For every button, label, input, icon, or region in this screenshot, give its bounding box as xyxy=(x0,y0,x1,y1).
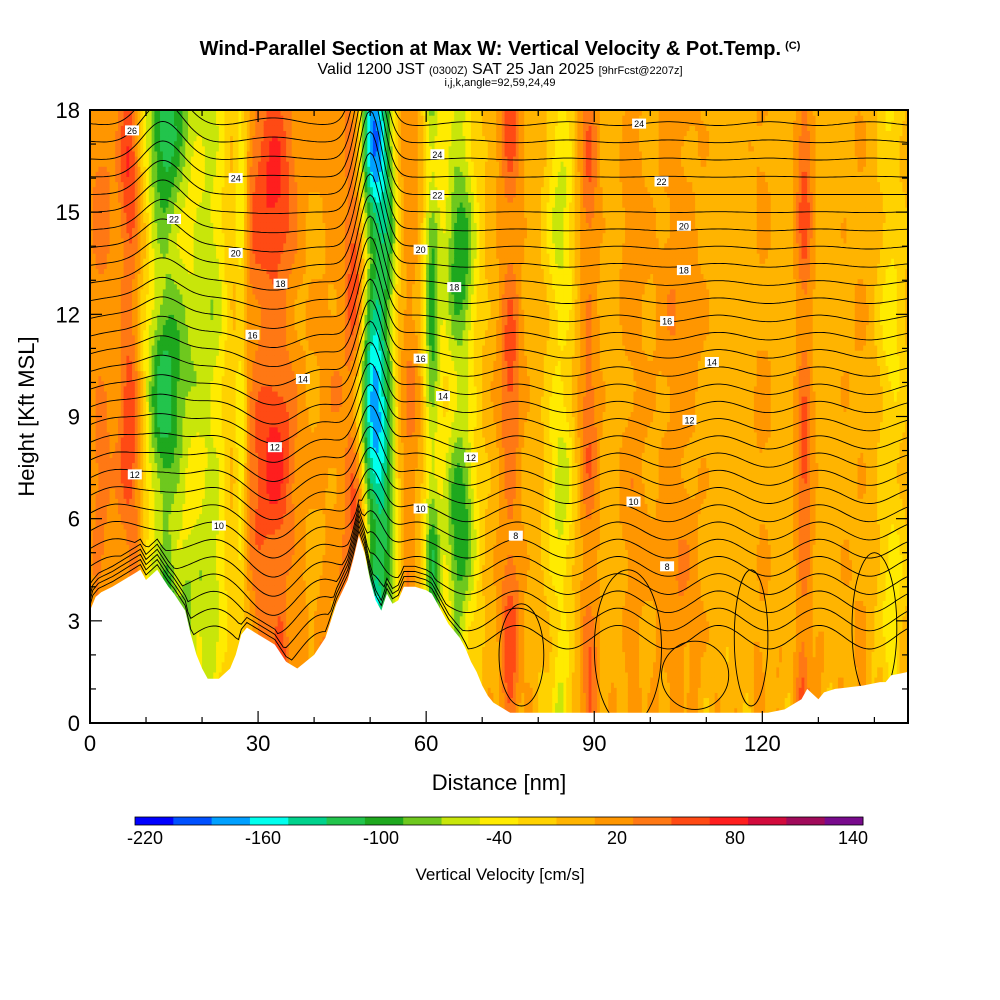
velocity-shading xyxy=(90,110,909,724)
cross-section-chart: 1210121416182022242610121416182022248810… xyxy=(0,0,1000,1000)
